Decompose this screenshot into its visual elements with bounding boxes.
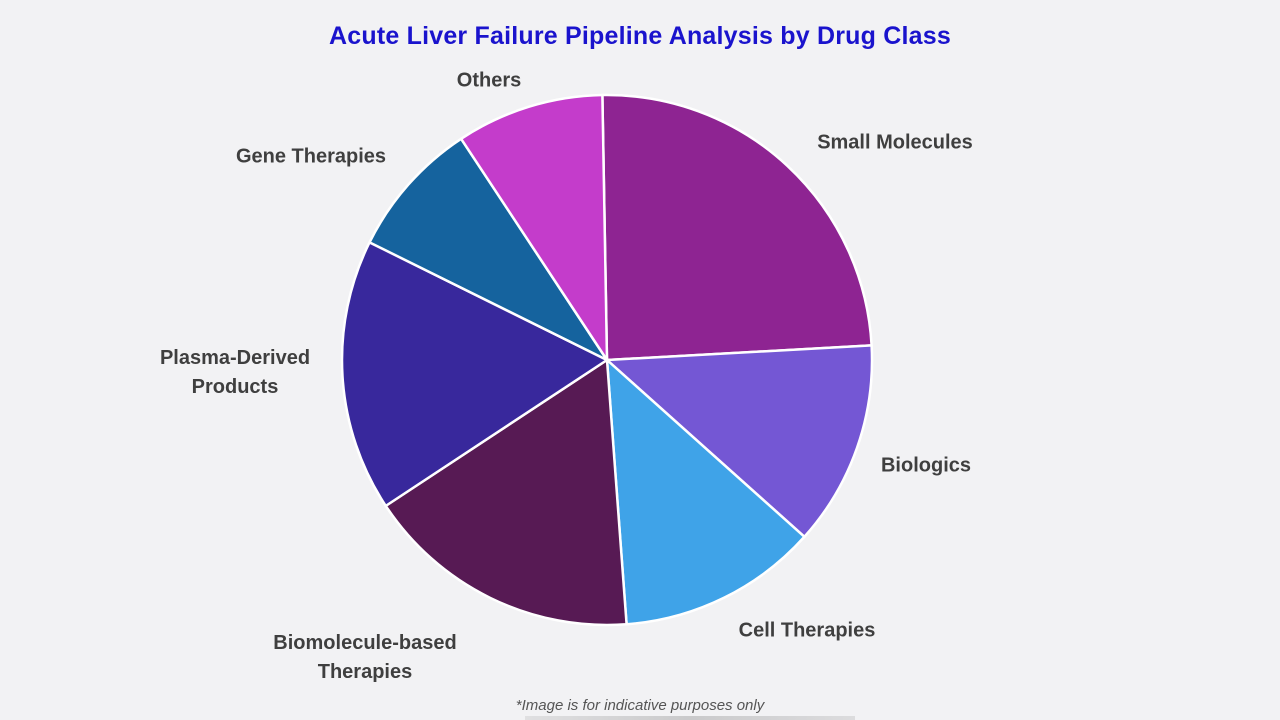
pie-slice-gene-therapies — [368, 137, 609, 362]
slice-label-others: Others — [456, 69, 522, 92]
cropped-bottom-text-artifact — [525, 716, 855, 720]
slice-label-cell-therapies: Cell Therapies — [738, 619, 876, 642]
indicative-footnote: *Image is for indicative purposes only — [515, 697, 765, 714]
pie-slice-cell-therapies — [605, 358, 806, 626]
pie-slice-small-molecules — [601, 93, 873, 362]
pie-slice-biologics — [605, 344, 874, 539]
pie-chart — [340, 93, 874, 627]
slice-label-biomolecule-based-therapies: Biomolecule-based Therapies — [273, 632, 457, 683]
slice-label-plasma-derived-products: Plasma-Derived Products — [159, 347, 311, 398]
slice-label-biologics: Biologics — [880, 454, 971, 477]
chart-title: Acute Liver Failure Pipeline Analysis by… — [329, 22, 951, 50]
pie-slice-biomolecule-based-therapies — [384, 358, 628, 627]
pie-slice-plasma-derived-products — [340, 241, 609, 508]
slice-label-gene-therapies: Gene Therapies — [235, 145, 387, 168]
pie-slice-others — [459, 93, 609, 362]
slice-label-small-molecules: Small Molecules — [817, 131, 973, 154]
